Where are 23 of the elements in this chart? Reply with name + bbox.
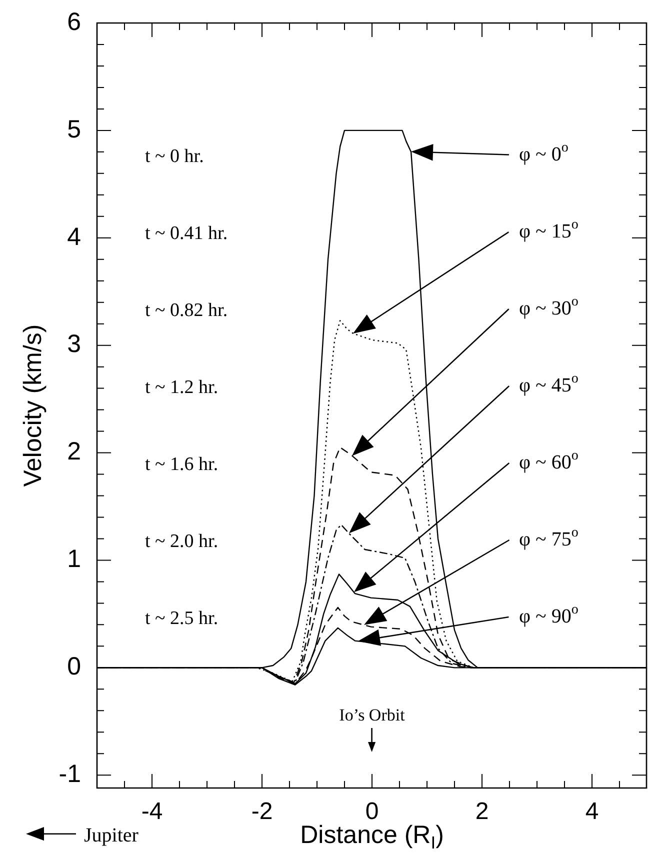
x-tick-label: -4 [141,798,163,826]
annotation: t ~ 0 hr. [145,146,204,167]
x-tick-label: -2 [251,798,273,826]
annotation: t ~ 0.41 hr. [145,222,228,244]
y-axis-title: Velocity (km/s) [18,324,47,487]
x-tick-label: 4 [585,798,599,826]
y-tick-label: -1 [58,760,81,788]
annotation: Io’s Orbit [339,705,406,724]
y-tick-label: 5 [67,115,81,144]
y-tick-label: 0 [67,652,81,681]
y-tick-label: 6 [67,8,81,36]
y-tick-label: 1 [67,545,81,574]
x-tick-label: 0 [365,798,379,826]
y-tick-label: 4 [67,222,82,251]
y-tick-label: 2 [67,438,81,466]
annotation: t ~ 2.5 hr. [145,608,218,629]
annotation: t ~ 1.2 hr. [145,376,218,398]
annotation: t ~ 1.6 hr. [145,454,218,475]
y-tick-label: 3 [67,330,81,358]
annotation: t ~ 2.0 hr. [145,530,218,552]
annotation: t ~ 0.82 hr. [145,300,228,321]
text: Jupiter [84,824,139,846]
x-tick-label: 2 [475,798,489,826]
